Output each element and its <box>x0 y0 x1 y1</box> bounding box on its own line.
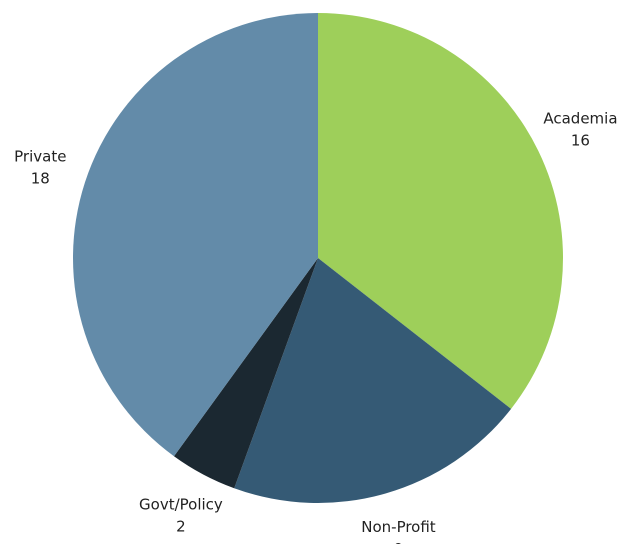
pie-slice <box>318 13 563 409</box>
pie-slice <box>234 258 512 503</box>
slice-value: 18 <box>31 169 50 187</box>
slice-label: Private <box>14 147 66 165</box>
slice-value: 2 <box>176 517 186 535</box>
pie-slice <box>173 258 318 489</box>
slice-value: 9 <box>394 540 404 544</box>
pie-slice <box>73 13 318 457</box>
slice-label: Non-Profit <box>361 518 436 536</box>
slice-label: Academia <box>543 109 617 127</box>
slice-value: 16 <box>571 131 590 149</box>
slice-label: Govt/Policy <box>139 495 223 513</box>
